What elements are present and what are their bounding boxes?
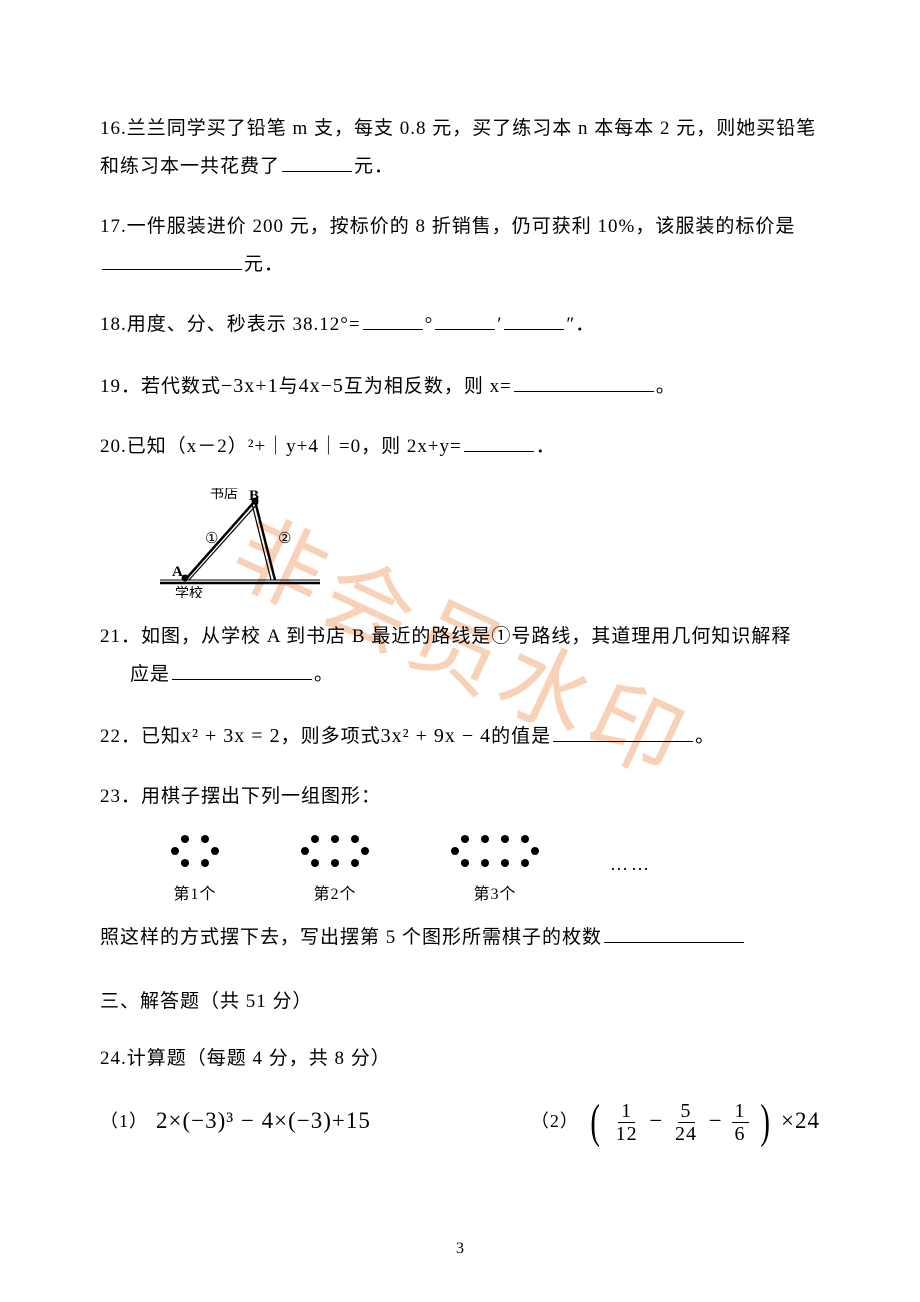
q19-mid: 与 bbox=[279, 376, 299, 397]
svg-text:B: B bbox=[249, 488, 259, 504]
page-content: 16.兰兰同学买了铅笔 m 支，每支 0.8 元，买了练习本 n 本每本 2 元… bbox=[100, 110, 820, 1145]
q23-blank bbox=[604, 921, 744, 944]
q16-suffix: 元． bbox=[354, 156, 394, 177]
question-24: 24.计算题（每题 4 分，共 8 分） （1） 2×(−3)³ − 4×(−3… bbox=[100, 1040, 820, 1145]
q23-bottom: 照这样的方式摆下去，写出摆第 5 个图形所需棋子的枚数 bbox=[100, 919, 820, 957]
q20-text: 20.已知（x－2）²+｜y+4｜=0，则 2x+y= bbox=[100, 436, 462, 457]
frac3-num: 1 bbox=[732, 1100, 749, 1123]
q17-blank bbox=[102, 247, 242, 270]
q17-text: 17.一件服装进价 200 元，按标价的 8 折销售，仍可获利 10%，该服装的… bbox=[100, 216, 795, 237]
q24-mult: ×24 bbox=[781, 1108, 820, 1133]
q24-p2: （2） ( 112 − 524 − 16 ) ×24 bbox=[531, 1098, 820, 1145]
qizi-svg-3 bbox=[440, 831, 550, 871]
minus1: − bbox=[649, 1108, 670, 1133]
q21-line2-suffix: 。 bbox=[314, 664, 334, 685]
svg-text:A: A bbox=[172, 564, 183, 580]
qizi-group-1: 第1个 bbox=[160, 831, 230, 911]
q22-mid: ，则多项式 bbox=[281, 726, 381, 747]
q21-blank bbox=[172, 658, 312, 681]
q16-blank bbox=[282, 149, 352, 172]
q18-blank-min bbox=[435, 307, 495, 330]
qizi-label-1: 第1个 bbox=[173, 879, 216, 911]
frac-1: 112 bbox=[613, 1100, 641, 1145]
frac2-den: 24 bbox=[672, 1123, 700, 1145]
q19-suffix: 互为相反数，则 x= bbox=[344, 376, 512, 397]
q18-blank-sec bbox=[504, 307, 564, 330]
svg-text:①: ① bbox=[205, 531, 218, 547]
q19-prefix: 19．若代数式 bbox=[100, 376, 221, 397]
q24-p1-expr: 2×(−3)³ − 4×(−3)+15 bbox=[156, 1098, 371, 1144]
frac2-num: 5 bbox=[678, 1100, 695, 1123]
rparen-icon: ) bbox=[761, 1103, 771, 1141]
q24-problems: （1） 2×(−3)³ − 4×(−3)+15 （2） ( 112 − 524 … bbox=[100, 1098, 820, 1145]
q20-suffix: ． bbox=[536, 436, 556, 457]
frac-3: 16 bbox=[732, 1100, 749, 1145]
q22-suffix: 的值是 bbox=[491, 726, 551, 747]
section-3-title: 三、解答题（共 51 分） bbox=[100, 987, 820, 1017]
q22-prefix: 22．已知 bbox=[100, 726, 181, 747]
qizi-group-3: 第3个 bbox=[440, 831, 550, 911]
question-18: 18.用度、分、秒表示 38.12°= ° ′ ″． bbox=[100, 306, 820, 344]
qizi-figures: 第1个 第2个 第3个 …… bbox=[160, 831, 820, 911]
q19-expr1: −3x+1 bbox=[221, 375, 279, 397]
question-19: 19．若代数式−3x+1与4x−5互为相反数，则 x= 。 bbox=[100, 366, 820, 406]
frac-2: 524 bbox=[672, 1100, 700, 1145]
q24-p1: （1） 2×(−3)³ − 4×(−3)+15 bbox=[100, 1098, 371, 1144]
q22-blank bbox=[553, 720, 693, 743]
qizi-ellipsis: …… bbox=[610, 831, 652, 882]
lparen-icon: ( bbox=[590, 1103, 600, 1141]
qizi-svg-2 bbox=[290, 831, 380, 871]
q24-p2-label: （2） bbox=[531, 1103, 579, 1139]
frac1-den: 12 bbox=[613, 1123, 641, 1145]
q23-title: 23．用棋子摆出下列一组图形： bbox=[100, 778, 820, 816]
q24-p1-label: （1） bbox=[100, 1103, 148, 1139]
svg-text:②: ② bbox=[278, 531, 291, 547]
qizi-svg-1 bbox=[160, 831, 230, 871]
question-16: 16.兰兰同学买了铅笔 m 支，每支 0.8 元，买了练习本 n 本每本 2 元… bbox=[100, 110, 820, 186]
q18-min: ′ bbox=[497, 314, 502, 335]
triangle-svg: 书店 B A 学校 ① ② bbox=[150, 488, 330, 598]
q18-deg: ° bbox=[425, 314, 434, 335]
q21-line2: 应是 。 bbox=[100, 656, 820, 694]
frac1-num: 1 bbox=[618, 1100, 635, 1123]
q21-line2-prefix: 应是 bbox=[130, 664, 170, 685]
q19-end: 。 bbox=[656, 376, 676, 397]
q20-blank bbox=[464, 429, 534, 452]
q18-blank-deg bbox=[363, 307, 423, 330]
q22-expr1: x² + 3x = 2 bbox=[181, 725, 281, 747]
q16-text: 16.兰兰同学买了铅笔 m 支，每支 0.8 元，买了练习本 n 本每本 2 元… bbox=[100, 118, 816, 177]
svg-text:书店: 书店 bbox=[210, 488, 238, 502]
q19-blank bbox=[514, 369, 654, 392]
question-20: 20.已知（x－2）²+｜y+4｜=0，则 2x+y= ． bbox=[100, 428, 820, 466]
q22-expr2: 3x² + 9x − 4 bbox=[381, 725, 492, 747]
qizi-label-2: 第2个 bbox=[313, 879, 356, 911]
q24-p2-expr: ( 112 − 524 − 16 ) ×24 bbox=[587, 1098, 820, 1145]
minus2: − bbox=[709, 1108, 730, 1133]
svg-text:学校: 学校 bbox=[175, 585, 203, 598]
q18-sec: ″． bbox=[566, 314, 595, 335]
question-22: 22．已知x² + 3x = 2，则多项式3x² + 9x − 4的值是 。 bbox=[100, 716, 820, 756]
q22-end: 。 bbox=[695, 726, 715, 747]
qizi-group-2: 第2个 bbox=[290, 831, 380, 911]
page-number: 3 bbox=[456, 1236, 464, 1262]
frac3-den: 6 bbox=[732, 1123, 749, 1145]
question-23: 23．用棋子摆出下列一组图形： 第1个 第2个 bbox=[100, 778, 820, 957]
q18-text: 18.用度、分、秒表示 38.12°= bbox=[100, 314, 361, 335]
q21-line1: 21．如图，从学校 A 到书店 B 最近的路线是①号路线，其道理用几何知识解释 bbox=[100, 618, 820, 656]
q24-title: 24.计算题（每题 4 分，共 8 分） bbox=[100, 1040, 820, 1078]
q19-expr2: 4x−5 bbox=[299, 375, 344, 397]
triangle-diagram: 书店 B A 学校 ① ② bbox=[150, 488, 820, 608]
question-21: 21．如图，从学校 A 到书店 B 最近的路线是①号路线，其道理用几何知识解释 … bbox=[100, 618, 820, 694]
qizi-label-3: 第3个 bbox=[473, 879, 516, 911]
question-17: 17.一件服装进价 200 元，按标价的 8 折销售，仍可获利 10%，该服装的… bbox=[100, 208, 820, 284]
q17-suffix: 元． bbox=[244, 254, 284, 275]
q23-bottom-text: 照这样的方式摆下去，写出摆第 5 个图形所需棋子的枚数 bbox=[100, 927, 602, 948]
